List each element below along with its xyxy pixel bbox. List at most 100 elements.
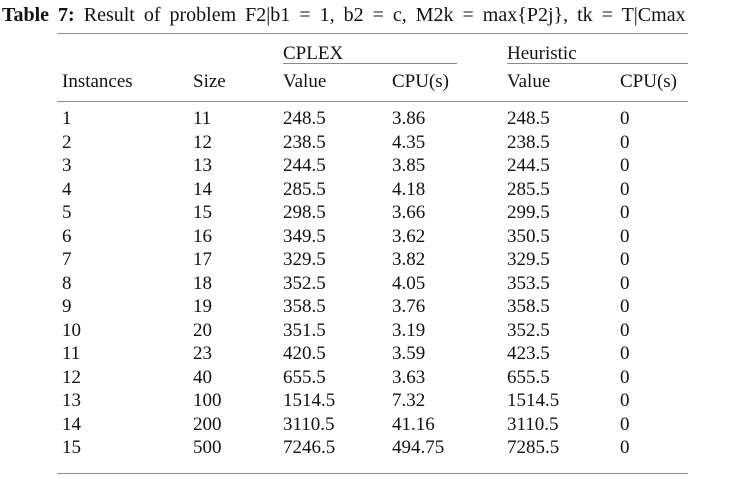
- cell-cplex-cpu: 3.82: [392, 249, 426, 270]
- table-row: 13 100 1514.5 7.32 1514.5 0: [57, 389, 688, 413]
- cell-instances: 15: [62, 437, 81, 458]
- cell-instances: 11: [62, 343, 81, 364]
- cell-instances: 2: [62, 131, 72, 153]
- table-bottom-rule: [57, 473, 688, 474]
- cell-size: 12: [193, 131, 212, 153]
- cell-cplex-cpu: 3.59: [392, 343, 426, 364]
- table-row: 11 23 420.5 3.59 423.5 0: [57, 342, 688, 366]
- cell-cplex-value: 349.5: [283, 225, 326, 247]
- table-row: 6 16 349.5 3.62 350.5 0: [57, 225, 688, 249]
- cell-cplex-value: 1514.5: [283, 390, 336, 411]
- cell-heuristic-value: 3110.5: [507, 413, 559, 435]
- cell-heuristic-cpu: 0: [620, 225, 630, 247]
- cell-size: 16: [193, 225, 212, 247]
- table-top-rule: [57, 33, 688, 34]
- cell-cplex-value: 3110.5: [283, 413, 335, 435]
- cell-instances: 7: [62, 249, 72, 270]
- column-header-size: Size: [193, 71, 226, 92]
- table-row: 3 13 244.5 3.85 244.5 0: [57, 154, 688, 178]
- cell-size: 11: [193, 108, 212, 129]
- table-row: 9 19 358.5 3.76 358.5 0: [57, 295, 688, 319]
- column-header-instances: Instances: [62, 71, 133, 92]
- cell-heuristic-cpu: 0: [620, 131, 630, 153]
- cell-heuristic-cpu: 0: [620, 366, 630, 388]
- table-row: 14 200 3110.5 41.16 3110.5 0: [57, 413, 688, 437]
- group-header-heuristic: Heuristic: [507, 43, 577, 64]
- cplex-group-rule: [283, 63, 457, 64]
- cell-instances: 8: [62, 272, 72, 294]
- table-row: 15 500 7246.5 494.75 7285.5 0: [57, 436, 688, 460]
- cell-cplex-cpu: 3.63: [392, 366, 426, 388]
- cell-cplex-value: 358.5: [283, 296, 326, 317]
- cell-size: 19: [193, 296, 212, 317]
- cell-heuristic-cpu: 0: [620, 413, 630, 435]
- cell-size: 200: [193, 413, 222, 435]
- cell-heuristic-cpu: 0: [620, 108, 630, 129]
- cell-cplex-cpu: 4.35: [392, 131, 426, 153]
- cell-instances: 13: [62, 390, 81, 411]
- cell-heuristic-value: 655.5: [507, 366, 550, 388]
- cell-cplex-cpu: 4.05: [392, 272, 426, 294]
- cell-heuristic-value: 238.5: [507, 131, 550, 153]
- cell-heuristic-value: 299.5: [507, 202, 550, 223]
- cell-heuristic-value: 353.5: [507, 272, 550, 294]
- cell-cplex-value: 420.5: [283, 343, 326, 364]
- cell-cplex-value: 352.5: [283, 272, 326, 294]
- cell-instances: 14: [62, 413, 81, 435]
- cell-heuristic-value: 1514.5: [507, 390, 560, 411]
- cell-cplex-cpu: 3.62: [392, 225, 426, 247]
- cell-cplex-value: 285.5: [283, 178, 326, 200]
- table-row: 2 12 238.5 4.35 238.5 0: [57, 131, 688, 155]
- cell-cplex-cpu: 3.66: [392, 202, 426, 223]
- cell-cplex-value: 655.5: [283, 366, 326, 388]
- cell-size: 500: [193, 437, 222, 458]
- table-row: 7 17 329.5 3.82 329.5 0: [57, 248, 688, 272]
- cell-cplex-value: 351.5: [283, 319, 326, 341]
- table-header-row: Instances Size Value CPU(s) Value CPU(s): [57, 72, 688, 92]
- cell-size: 18: [193, 272, 212, 294]
- cell-instances: 1: [62, 108, 72, 129]
- cell-cplex-cpu: 3.86: [392, 108, 426, 129]
- table-caption-text: Result of problem F2|b1 = 1, b2 = c, M2k…: [83, 4, 686, 26]
- cell-cplex-value: 7246.5: [283, 437, 336, 458]
- cell-heuristic-cpu: 0: [620, 343, 630, 364]
- cell-instances: 12: [62, 366, 81, 388]
- cell-heuristic-value: 329.5: [507, 249, 550, 270]
- table-row: 12 40 655.5 3.63 655.5 0: [57, 366, 688, 390]
- cell-heuristic-cpu: 0: [620, 178, 630, 200]
- cell-heuristic-cpu: 0: [620, 296, 630, 317]
- cell-heuristic-cpu: 0: [620, 390, 630, 411]
- column-header-heuristic-cpu: CPU(s): [620, 71, 678, 92]
- cell-instances: 6: [62, 225, 72, 247]
- column-header-cplex-value: Value: [283, 71, 327, 92]
- table-caption-label: Table 7:: [2, 4, 75, 26]
- cell-cplex-cpu: 4.18: [392, 178, 426, 200]
- cell-cplex-value: 244.5: [283, 155, 326, 176]
- cell-cplex-cpu: 7.32: [392, 390, 426, 411]
- column-header-cplex-cpu: CPU(s): [392, 71, 450, 92]
- cell-heuristic-cpu: 0: [620, 437, 630, 458]
- cell-heuristic-cpu: 0: [620, 249, 630, 270]
- cell-heuristic-value: 285.5: [507, 178, 550, 200]
- cell-size: 20: [193, 319, 212, 341]
- results-table: CPLEX Heuristic Instances Size Value CPU…: [57, 33, 688, 474]
- cell-instances: 5: [62, 202, 72, 223]
- cell-size: 17: [193, 249, 212, 270]
- cell-heuristic-cpu: 0: [620, 272, 630, 294]
- cell-size: 15: [193, 202, 212, 223]
- cell-cplex-value: 248.5: [283, 108, 326, 129]
- table-row: 10 20 351.5 3.19 352.5 0: [57, 319, 688, 343]
- table-row: 8 18 352.5 4.05 353.5 0: [57, 272, 688, 296]
- cell-size: 14: [193, 178, 212, 200]
- table-group-header-row: CPLEX Heuristic: [57, 44, 688, 64]
- cell-cplex-value: 329.5: [283, 249, 326, 270]
- cell-instances: 4: [62, 178, 72, 200]
- cell-size: 40: [193, 366, 212, 388]
- cell-cplex-cpu: 41.16: [392, 413, 435, 435]
- table-caption: Table 7: Result of problem F2|b1 = 1, b2…: [2, 3, 748, 27]
- cell-cplex-cpu: 3.19: [392, 319, 426, 341]
- cell-heuristic-cpu: 0: [620, 202, 630, 223]
- cell-heuristic-value: 350.5: [507, 225, 550, 247]
- cell-size: 100: [193, 390, 222, 411]
- cell-heuristic-value: 352.5: [507, 319, 550, 341]
